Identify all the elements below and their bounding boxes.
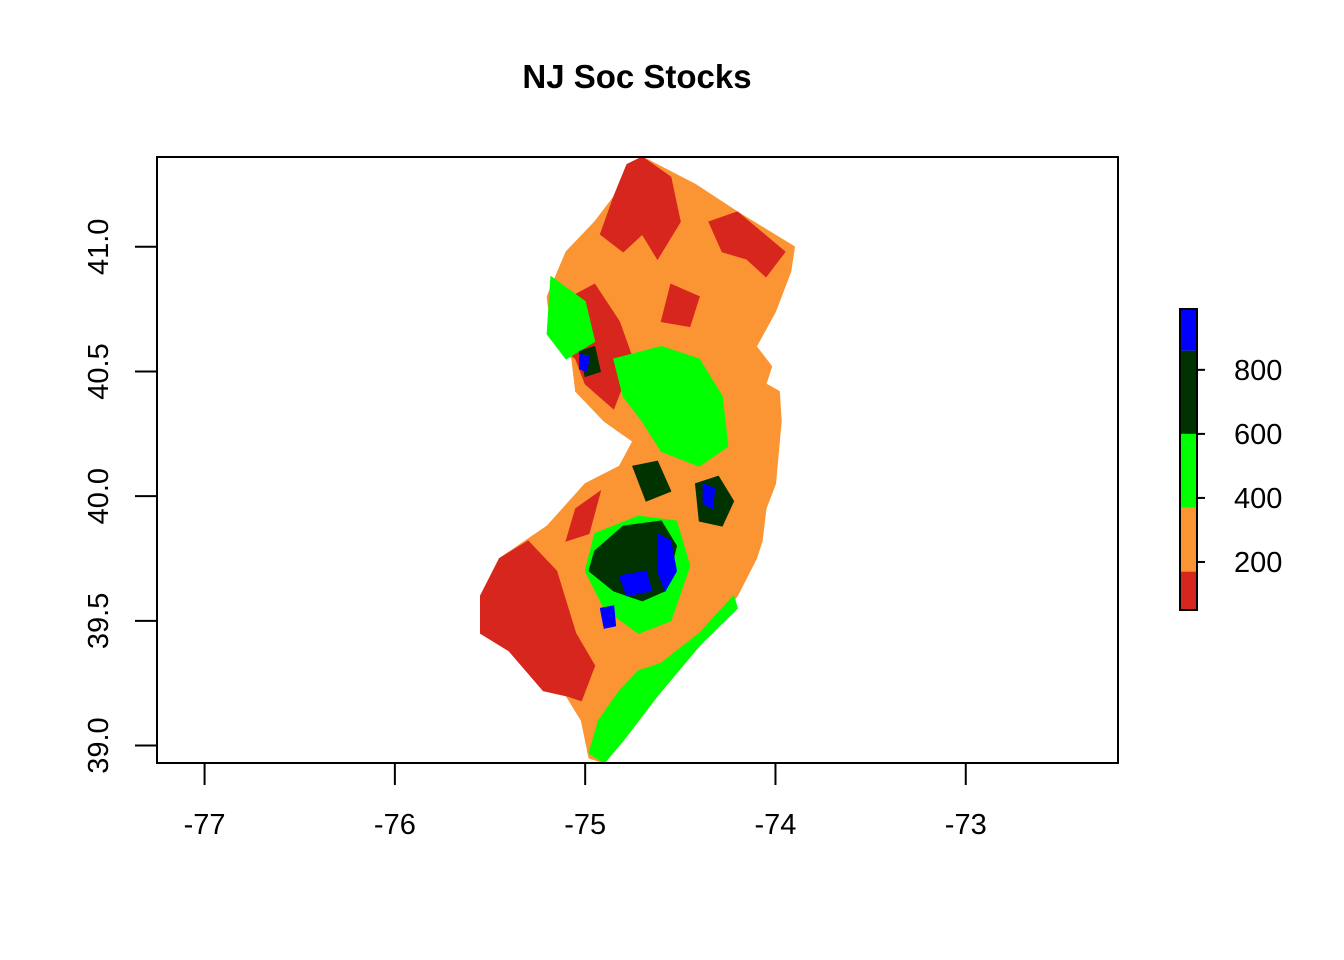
- y-tick-label: 39.0: [83, 717, 115, 773]
- legend-tick-label: 600: [1234, 419, 1282, 451]
- legend-swatch-0: [1180, 571, 1197, 610]
- soc-region-900-16: [618, 570, 653, 597]
- y-tick-label: 41.0: [83, 219, 115, 275]
- soc-region-900-15: [657, 532, 678, 593]
- legend-swatch-1: [1180, 507, 1197, 572]
- soc-region-500-9: [546, 275, 596, 360]
- soc-region-500-7: [588, 594, 738, 764]
- x-tick-label: -75: [564, 809, 606, 841]
- soc-region-900-17: [599, 605, 617, 629]
- y-tick-label: 39.5: [83, 593, 115, 649]
- x-tick-label: -73: [945, 809, 987, 841]
- soc-region-700-13: [632, 460, 672, 502]
- legend-tick-label: 800: [1234, 355, 1282, 387]
- soc-region-100-5: [660, 283, 700, 328]
- color-legend: 200 400 600 800: [1179, 308, 1282, 611]
- legend-swatch-3: [1180, 350, 1197, 434]
- map-region-layer: [480, 156, 796, 764]
- legend-tick-label: 200: [1234, 547, 1282, 579]
- soc-region-100-1: [480, 540, 596, 702]
- x-axis: -77 -76 -75 -74 -73: [184, 762, 987, 841]
- soc-region-100-2: [599, 156, 681, 261]
- legend-swatch-2: [1180, 433, 1197, 508]
- soc-region-100-3: [708, 211, 786, 278]
- x-tick-label: -76: [374, 809, 416, 841]
- legend-tick-label: 400: [1234, 483, 1282, 515]
- legend-frame: [1179, 308, 1198, 611]
- legend-swatch-4: [1180, 309, 1197, 351]
- chart-title: NJ Soc Stocks: [522, 58, 752, 95]
- x-tick-label: -74: [755, 809, 797, 841]
- soc-region-900-18: [702, 482, 716, 510]
- soc-region-500-8: [613, 345, 729, 467]
- y-tick-label: 40.0: [83, 468, 115, 524]
- x-tick-label: -77: [184, 809, 226, 841]
- soc-region-900-19: [579, 353, 590, 373]
- y-tick-label: 40.5: [83, 343, 115, 399]
- y-axis: 39.0 39.5 40.0 40.5 41.0: [83, 219, 158, 774]
- soc-region-100-6: [565, 489, 602, 542]
